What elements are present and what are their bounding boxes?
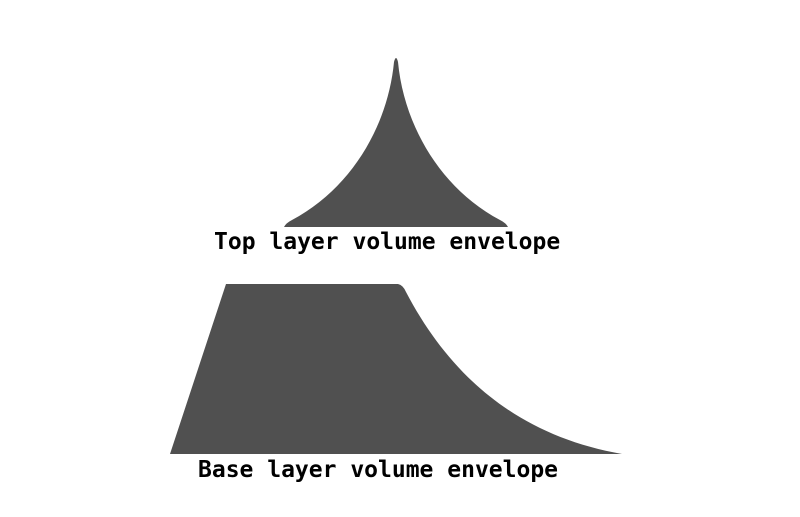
top-layer-envelope-shape	[284, 58, 508, 227]
base-layer-envelope-shape	[170, 284, 622, 454]
top-layer-caption: Top layer volume envelope	[214, 229, 561, 255]
base-layer-caption: Base layer volume envelope	[198, 457, 559, 483]
